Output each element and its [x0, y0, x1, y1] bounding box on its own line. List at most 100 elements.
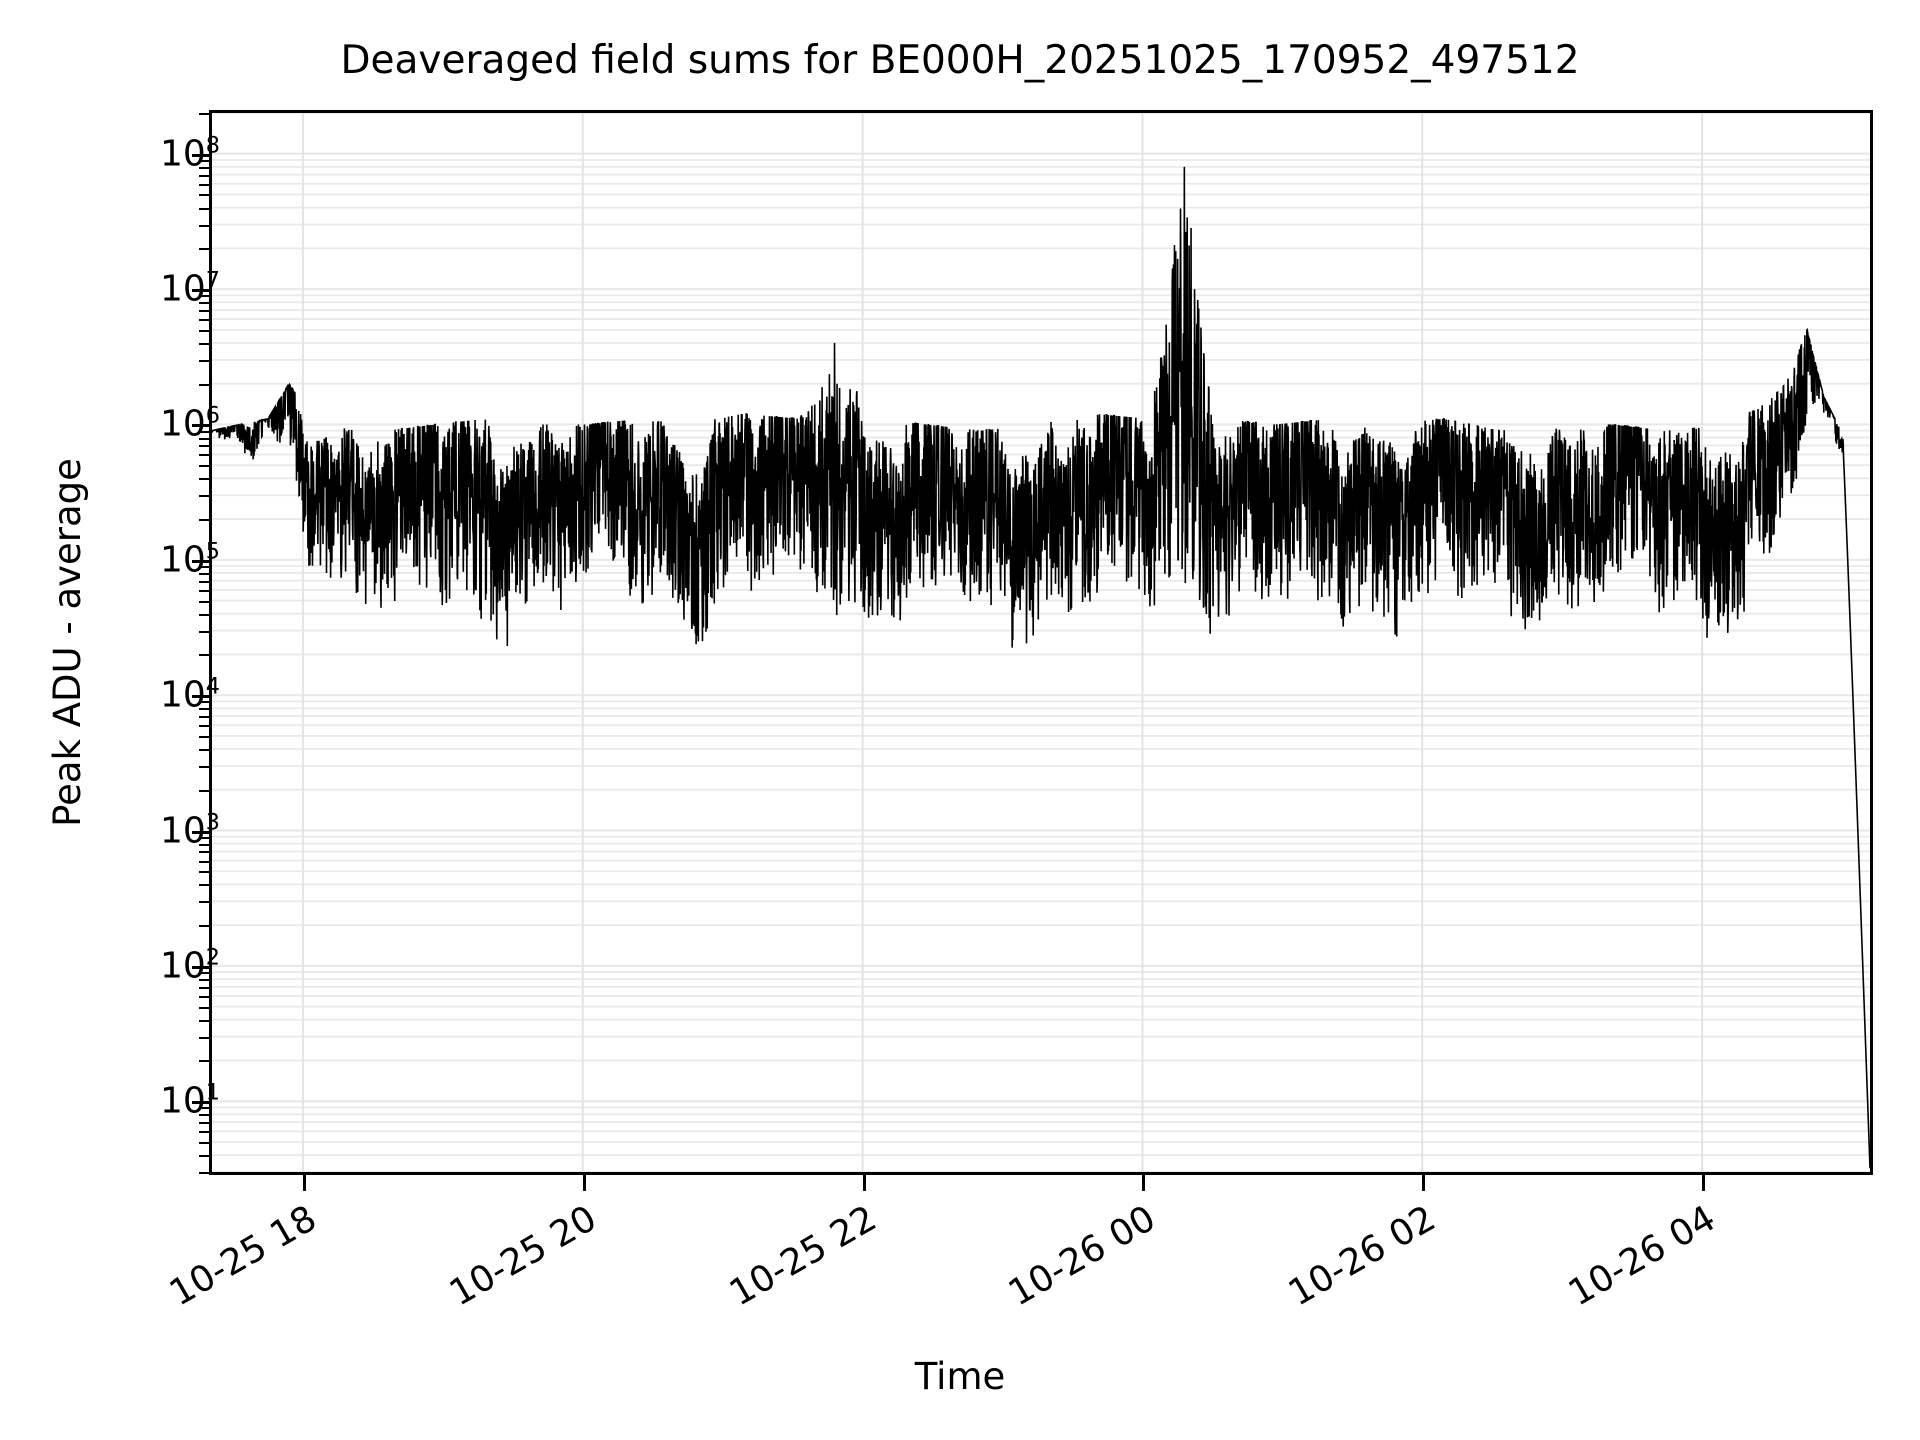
y-tick-minor	[199, 566, 209, 568]
y-tick-label: 108	[159, 132, 220, 175]
x-tick-label: 10-25 18	[162, 1198, 324, 1315]
x-tick-mark	[582, 1175, 586, 1191]
y-tick-minor	[199, 1155, 209, 1158]
y-tick-minor	[199, 302, 209, 305]
y-tick-label: 101	[159, 1079, 220, 1122]
y-tick-label: 106	[159, 402, 220, 445]
y-tick-minor	[199, 445, 209, 448]
y-tick-minor	[199, 995, 209, 998]
x-tick-label: 10-25 20	[442, 1198, 604, 1315]
major-gridlines	[212, 152, 1870, 1103]
y-tick-minor	[199, 113, 209, 115]
y-tick-minor	[199, 495, 209, 498]
y-tick-minor	[199, 860, 209, 863]
y-tick-minor	[199, 295, 209, 298]
y-tick-minor	[199, 735, 209, 738]
x-tick-mark	[1422, 1175, 1426, 1191]
y-tick-minor	[199, 159, 209, 162]
y-tick-minor	[199, 437, 209, 440]
y-tick-minor	[199, 613, 209, 616]
data-series-line	[212, 166, 1870, 1169]
y-tick-minor	[199, 519, 209, 522]
minor-gridlines	[212, 113, 1870, 1172]
y-tick-minor	[199, 708, 209, 711]
y-tick-minor	[199, 194, 209, 197]
y-tick-major	[192, 965, 209, 969]
y-tick-label: 105	[159, 538, 220, 581]
y-tick-minor	[199, 329, 209, 332]
y-tick-minor	[199, 1141, 209, 1144]
y-tick-minor	[199, 701, 209, 704]
y-tick-minor	[199, 383, 209, 386]
y-tick-minor	[199, 851, 209, 854]
y-tick-major	[192, 830, 209, 834]
y-tick-minor	[199, 310, 209, 313]
y-tick-minor	[199, 630, 209, 633]
y-tick-minor	[199, 765, 209, 768]
y-tick-minor	[199, 248, 209, 251]
y-tick-minor	[199, 972, 209, 975]
y-tick-minor	[199, 925, 209, 928]
y-tick-minor	[199, 871, 209, 874]
x-tick-mark	[1702, 1175, 1706, 1191]
y-tick-major	[192, 289, 209, 293]
y-tick-minor	[199, 725, 209, 728]
x-tick-mark	[1142, 1175, 1146, 1191]
x-tick-mark	[862, 1175, 866, 1191]
y-tick-minor	[199, 342, 209, 345]
y-tick-major	[192, 695, 209, 699]
y-tick-minor	[199, 224, 209, 227]
x-tick-mark	[302, 1175, 306, 1191]
x-tick-label: 10-26 00	[1002, 1198, 1163, 1315]
y-tick-minor	[199, 589, 209, 592]
y-tick-major	[192, 1101, 209, 1105]
y-tick-minor	[199, 166, 209, 169]
x-tick-label: 10-26 02	[1282, 1198, 1443, 1315]
y-tick-minor	[199, 1172, 209, 1174]
plot-svg	[212, 113, 1870, 1172]
y-tick-minor	[199, 901, 209, 904]
y-tick-label: 103	[159, 809, 220, 852]
page-title: Deaveraged field sums for BE000H_2025102…	[340, 38, 1580, 83]
y-tick-minor	[199, 174, 209, 177]
y-tick-minor	[199, 1060, 209, 1063]
y-tick-minor	[199, 749, 209, 752]
y-tick-minor	[199, 183, 209, 186]
y-tick-minor	[199, 454, 209, 457]
y-tick-major	[192, 424, 209, 428]
y-tick-minor	[199, 1107, 209, 1110]
y-tick-minor	[199, 207, 209, 210]
y-axis-title: Peak ADU - average	[46, 458, 89, 827]
y-tick-minor	[199, 1019, 209, 1022]
y-tick-minor	[199, 1006, 209, 1009]
y-tick-major	[192, 153, 209, 157]
y-tick-major	[192, 559, 209, 563]
y-tick-minor	[199, 359, 209, 362]
y-tick-minor	[199, 789, 209, 792]
y-tick-minor	[199, 319, 209, 322]
y-tick-minor	[199, 978, 209, 981]
y-tick-minor	[199, 1131, 209, 1134]
y-tick-minor	[199, 836, 209, 839]
y-tick-minor	[199, 843, 209, 846]
y-tick-minor	[199, 986, 209, 989]
y-tick-minor	[199, 1122, 209, 1125]
y-tick-minor	[199, 600, 209, 603]
x-tick-label: 10-26 04	[1561, 1198, 1723, 1315]
x-tick-label: 10-25 22	[722, 1198, 884, 1315]
y-tick-minor	[199, 716, 209, 719]
y-tick-label: 107	[159, 267, 220, 310]
y-tick-minor	[199, 580, 209, 583]
y-tick-minor	[199, 478, 209, 481]
y-tick-label: 104	[159, 673, 220, 716]
y-tick-minor	[199, 572, 209, 575]
vertical-gridlines	[301, 113, 1704, 1172]
plot-area	[209, 110, 1873, 1175]
y-tick-label: 102	[159, 944, 220, 987]
y-tick-minor	[199, 884, 209, 887]
y-tick-minor	[199, 430, 209, 433]
y-tick-minor	[199, 1036, 209, 1039]
y-tick-minor	[199, 1114, 209, 1117]
x-axis-title: Time	[914, 1355, 1006, 1398]
